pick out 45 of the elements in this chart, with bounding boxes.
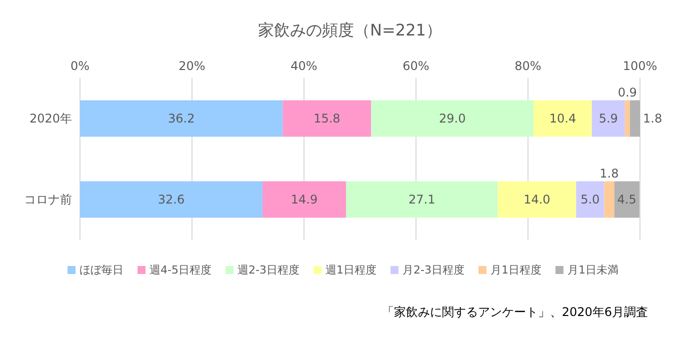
- data-label: 1.8: [643, 112, 662, 126]
- legend-label: 週1日程度: [325, 264, 376, 276]
- bar: [534, 100, 592, 137]
- bar: [80, 100, 283, 137]
- legend-label: ほぼ毎日: [80, 264, 124, 276]
- data-label: 0.9: [618, 85, 637, 100]
- bar: [498, 181, 576, 218]
- data-label: 5.0: [580, 192, 600, 206]
- x-tick-label: 80%: [514, 59, 542, 73]
- data-label: 29.0: [439, 112, 466, 126]
- legend-label: 月1日未満: [567, 264, 618, 276]
- data-label: 1.8: [600, 166, 619, 180]
- text: 「家飲みに関するアンケート」、2020年6月調査: [382, 305, 648, 319]
- data-label: 32.6: [158, 192, 185, 206]
- data-label: 5.9: [598, 112, 618, 126]
- y-tick-label: コロナ前: [24, 192, 72, 206]
- data-label: 10.4: [549, 112, 576, 126]
- data-label: 14.0: [524, 192, 550, 206]
- x-tick-label: 0%: [70, 59, 90, 73]
- bar: [80, 181, 263, 218]
- data-label: 14.9: [290, 192, 318, 206]
- data-label: 36.2: [168, 112, 195, 126]
- bar: [624, 100, 630, 137]
- legend-label: 月1日程度: [490, 264, 542, 276]
- bar: [576, 181, 604, 218]
- x-tick-label: 60%: [402, 59, 430, 73]
- bar: [346, 181, 498, 218]
- data-label: 15.8: [314, 112, 340, 126]
- legend-label: 週4-5日程度: [150, 264, 212, 276]
- x-tick-label: 40%: [290, 59, 318, 73]
- chart-title: 家飲みの頻度（N=221）: [258, 20, 442, 40]
- x-tick-label: 100%: [622, 59, 658, 73]
- bar: [604, 181, 614, 218]
- legend-label: 月2-3日程度: [402, 264, 464, 276]
- data-label: 27.1: [408, 192, 436, 206]
- bar: [592, 100, 625, 137]
- data-label: 4.5: [617, 192, 636, 206]
- bar: [630, 100, 640, 137]
- bar: [282, 100, 372, 137]
- y-tick-label: 2020年: [29, 112, 72, 126]
- legend-label: 週2-3日程度: [238, 264, 300, 276]
- bar: [371, 100, 534, 137]
- x-tick-label: 20%: [178, 59, 206, 73]
- bar: [262, 181, 346, 218]
- bar: [614, 181, 640, 218]
